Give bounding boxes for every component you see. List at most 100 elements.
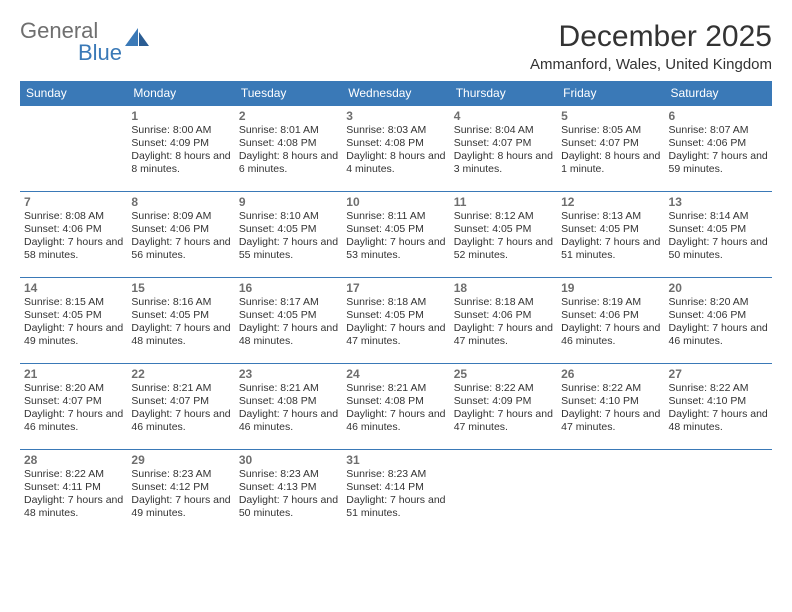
day-number: 9 (239, 195, 338, 209)
day-info: Sunrise: 8:18 AMSunset: 4:06 PMDaylight:… (454, 296, 553, 349)
day-number: 1 (131, 109, 230, 123)
calendar-cell: 10Sunrise: 8:11 AMSunset: 4:05 PMDayligh… (342, 192, 449, 278)
day-number: 27 (669, 367, 768, 381)
weekday-header: Tuesday (235, 81, 342, 106)
calendar-cell: 5Sunrise: 8:05 AMSunset: 4:07 PMDaylight… (557, 106, 664, 192)
calendar-cell: 17Sunrise: 8:18 AMSunset: 4:05 PMDayligh… (342, 278, 449, 364)
calendar-cell: 31Sunrise: 8:23 AMSunset: 4:14 PMDayligh… (342, 450, 449, 536)
calendar-cell: 24Sunrise: 8:21 AMSunset: 4:08 PMDayligh… (342, 364, 449, 450)
day-info: Sunrise: 8:21 AMSunset: 4:07 PMDaylight:… (131, 382, 230, 435)
day-info: Sunrise: 8:18 AMSunset: 4:05 PMDaylight:… (346, 296, 445, 349)
calendar-cell: 7Sunrise: 8:08 AMSunset: 4:06 PMDaylight… (20, 192, 127, 278)
day-number: 15 (131, 281, 230, 295)
day-info: Sunrise: 8:20 AMSunset: 4:06 PMDaylight:… (669, 296, 768, 349)
calendar-cell: 19Sunrise: 8:19 AMSunset: 4:06 PMDayligh… (557, 278, 664, 364)
day-number: 12 (561, 195, 660, 209)
calendar-cell: 3Sunrise: 8:03 AMSunset: 4:08 PMDaylight… (342, 106, 449, 192)
calendar-cell: 29Sunrise: 8:23 AMSunset: 4:12 PMDayligh… (127, 450, 234, 536)
day-info: Sunrise: 8:17 AMSunset: 4:05 PMDaylight:… (239, 296, 338, 349)
calendar-cell: 15Sunrise: 8:16 AMSunset: 4:05 PMDayligh… (127, 278, 234, 364)
calendar-cell: 8Sunrise: 8:09 AMSunset: 4:06 PMDaylight… (127, 192, 234, 278)
calendar-cell: 16Sunrise: 8:17 AMSunset: 4:05 PMDayligh… (235, 278, 342, 364)
day-info: Sunrise: 8:10 AMSunset: 4:05 PMDaylight:… (239, 210, 338, 263)
day-info: Sunrise: 8:16 AMSunset: 4:05 PMDaylight:… (131, 296, 230, 349)
day-info: Sunrise: 8:21 AMSunset: 4:08 PMDaylight:… (346, 382, 445, 435)
day-number: 11 (454, 195, 553, 209)
day-info: Sunrise: 8:13 AMSunset: 4:05 PMDaylight:… (561, 210, 660, 263)
calendar-cell-blank (665, 450, 772, 536)
day-number: 24 (346, 367, 445, 381)
day-info: Sunrise: 8:15 AMSunset: 4:05 PMDaylight:… (24, 296, 123, 349)
calendar-cell: 25Sunrise: 8:22 AMSunset: 4:09 PMDayligh… (450, 364, 557, 450)
calendar-cell: 23Sunrise: 8:21 AMSunset: 4:08 PMDayligh… (235, 364, 342, 450)
day-number: 23 (239, 367, 338, 381)
calendar-cell: 4Sunrise: 8:04 AMSunset: 4:07 PMDaylight… (450, 106, 557, 192)
calendar-cell: 28Sunrise: 8:22 AMSunset: 4:11 PMDayligh… (20, 450, 127, 536)
day-info: Sunrise: 8:22 AMSunset: 4:11 PMDaylight:… (24, 468, 123, 521)
calendar-cell: 27Sunrise: 8:22 AMSunset: 4:10 PMDayligh… (665, 364, 772, 450)
day-number: 18 (454, 281, 553, 295)
day-number: 31 (346, 453, 445, 467)
day-number: 22 (131, 367, 230, 381)
calendar-cell-blank (20, 106, 127, 192)
day-number: 16 (239, 281, 338, 295)
day-info: Sunrise: 8:23 AMSunset: 4:14 PMDaylight:… (346, 468, 445, 521)
day-info: Sunrise: 8:23 AMSunset: 4:12 PMDaylight:… (131, 468, 230, 521)
day-number: 28 (24, 453, 123, 467)
calendar-cell: 30Sunrise: 8:23 AMSunset: 4:13 PMDayligh… (235, 450, 342, 536)
day-info: Sunrise: 8:22 AMSunset: 4:09 PMDaylight:… (454, 382, 553, 435)
calendar-table: Sunday Monday Tuesday Wednesday Thursday… (20, 81, 772, 536)
day-info: Sunrise: 8:21 AMSunset: 4:08 PMDaylight:… (239, 382, 338, 435)
calendar-cell: 20Sunrise: 8:20 AMSunset: 4:06 PMDayligh… (665, 278, 772, 364)
day-info: Sunrise: 8:23 AMSunset: 4:13 PMDaylight:… (239, 468, 338, 521)
calendar-cell: 1Sunrise: 8:00 AMSunset: 4:09 PMDaylight… (127, 106, 234, 192)
day-info: Sunrise: 8:03 AMSunset: 4:08 PMDaylight:… (346, 124, 445, 177)
day-number: 3 (346, 109, 445, 123)
calendar-cell: 12Sunrise: 8:13 AMSunset: 4:05 PMDayligh… (557, 192, 664, 278)
weekday-header: Monday (127, 81, 234, 106)
title-block: December 2025 Ammanford, Wales, United K… (530, 20, 772, 73)
day-info: Sunrise: 8:04 AMSunset: 4:07 PMDaylight:… (454, 124, 553, 177)
day-info: Sunrise: 8:11 AMSunset: 4:05 PMDaylight:… (346, 210, 445, 263)
day-number: 25 (454, 367, 553, 381)
day-info: Sunrise: 8:00 AMSunset: 4:09 PMDaylight:… (131, 124, 230, 177)
logo-text-blue: Blue (78, 40, 122, 65)
day-number: 5 (561, 109, 660, 123)
calendar-cell: 2Sunrise: 8:01 AMSunset: 4:08 PMDaylight… (235, 106, 342, 192)
weekday-header: Friday (557, 81, 664, 106)
day-number: 4 (454, 109, 553, 123)
location-text: Ammanford, Wales, United Kingdom (530, 56, 772, 73)
day-info: Sunrise: 8:07 AMSunset: 4:06 PMDaylight:… (669, 124, 768, 177)
day-number: 10 (346, 195, 445, 209)
day-number: 6 (669, 109, 768, 123)
weekday-header: Sunday (20, 81, 127, 106)
day-info: Sunrise: 8:12 AMSunset: 4:05 PMDaylight:… (454, 210, 553, 263)
calendar-cell: 11Sunrise: 8:12 AMSunset: 4:05 PMDayligh… (450, 192, 557, 278)
logo: General Blue (20, 20, 151, 64)
calendar-cell: 22Sunrise: 8:21 AMSunset: 4:07 PMDayligh… (127, 364, 234, 450)
calendar-cell-blank (450, 450, 557, 536)
calendar-body: 1Sunrise: 8:00 AMSunset: 4:09 PMDaylight… (20, 106, 772, 536)
day-info: Sunrise: 8:19 AMSunset: 4:06 PMDaylight:… (561, 296, 660, 349)
weekday-header: Thursday (450, 81, 557, 106)
day-info: Sunrise: 8:14 AMSunset: 4:05 PMDaylight:… (669, 210, 768, 263)
calendar-cell: 26Sunrise: 8:22 AMSunset: 4:10 PMDayligh… (557, 364, 664, 450)
calendar-cell: 13Sunrise: 8:14 AMSunset: 4:05 PMDayligh… (665, 192, 772, 278)
day-number: 8 (131, 195, 230, 209)
day-info: Sunrise: 8:22 AMSunset: 4:10 PMDaylight:… (669, 382, 768, 435)
day-number: 26 (561, 367, 660, 381)
day-number: 20 (669, 281, 768, 295)
calendar-cell: 14Sunrise: 8:15 AMSunset: 4:05 PMDayligh… (20, 278, 127, 364)
day-info: Sunrise: 8:05 AMSunset: 4:07 PMDaylight:… (561, 124, 660, 177)
day-info: Sunrise: 8:20 AMSunset: 4:07 PMDaylight:… (24, 382, 123, 435)
day-info: Sunrise: 8:22 AMSunset: 4:10 PMDaylight:… (561, 382, 660, 435)
weekday-header-row: Sunday Monday Tuesday Wednesday Thursday… (20, 81, 772, 106)
logo-sail-icon (125, 28, 151, 50)
calendar-cell: 21Sunrise: 8:20 AMSunset: 4:07 PMDayligh… (20, 364, 127, 450)
day-number: 13 (669, 195, 768, 209)
page-title: December 2025 (530, 20, 772, 54)
day-number: 17 (346, 281, 445, 295)
header: General Blue December 2025 Ammanford, Wa… (20, 20, 772, 73)
day-number: 19 (561, 281, 660, 295)
calendar-cell-blank (557, 450, 664, 536)
